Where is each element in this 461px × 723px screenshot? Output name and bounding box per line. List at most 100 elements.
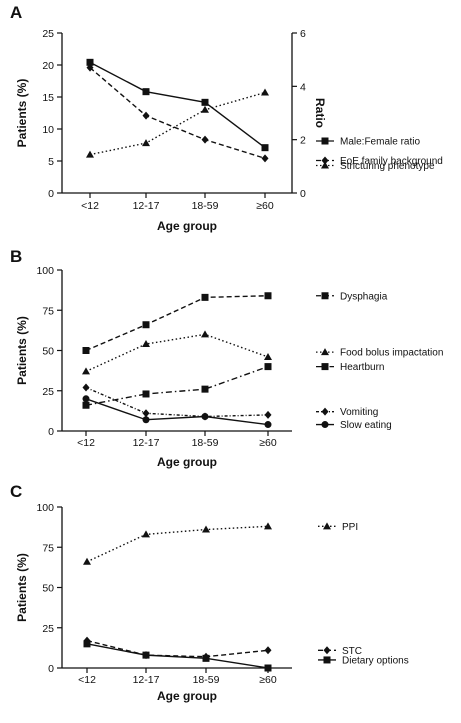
data-point bbox=[264, 421, 272, 429]
panel-letter: C bbox=[10, 482, 22, 501]
data-point bbox=[82, 401, 90, 409]
x-tick-label: <12 bbox=[78, 674, 96, 686]
data-point bbox=[261, 154, 269, 163]
x-tick-label: 12-17 bbox=[133, 674, 160, 686]
legend-item: Dietary options bbox=[318, 655, 409, 666]
data-point bbox=[142, 416, 150, 424]
series-stricturing-phenotype bbox=[86, 88, 269, 158]
chart-panel-a: A 0 5 10 15 20 25 0 2 4 6 Ratio <12 12-17 18-59 ≥60 Age … bbox=[10, 3, 443, 233]
data-point bbox=[142, 530, 150, 538]
series-ppi bbox=[83, 522, 272, 565]
y2-tick-label: 2 bbox=[300, 135, 306, 147]
legend-marker bbox=[321, 407, 329, 416]
data-point bbox=[264, 352, 272, 360]
series-dietary-options bbox=[83, 640, 272, 672]
legend-marker bbox=[323, 646, 331, 655]
legend-item: STC bbox=[318, 646, 362, 657]
y-tick-label: 25 bbox=[42, 386, 54, 398]
legend-label: Slow eating bbox=[340, 420, 392, 431]
legend-item: Heartburn bbox=[316, 362, 384, 373]
y-tick-label: 0 bbox=[48, 663, 54, 675]
y-tick-label: 10 bbox=[42, 124, 54, 136]
x-tick-label: ≥60 bbox=[259, 674, 277, 686]
data-point bbox=[86, 58, 94, 66]
data-point bbox=[202, 525, 210, 533]
data-point bbox=[82, 347, 90, 354]
legend-marker bbox=[321, 421, 329, 429]
y-tick-label: 0 bbox=[48, 188, 54, 200]
legend-item: Vomiting bbox=[316, 407, 378, 418]
panel-letter: B bbox=[10, 247, 22, 266]
legend-item: Stricturing phenotype bbox=[316, 161, 435, 172]
legend-label: Heartburn bbox=[340, 362, 384, 373]
series-line bbox=[85, 365, 269, 406]
chart-panel-b: B 0 25 50 75 100 <12 12-17 18-59 ≥60 Age group Pati… bbox=[10, 247, 443, 469]
panel-letter: A bbox=[10, 3, 22, 22]
data-point bbox=[142, 651, 150, 659]
x-tick-label: 12-17 bbox=[133, 437, 160, 449]
series-line bbox=[89, 67, 266, 160]
data-point bbox=[202, 654, 210, 662]
x-tick-label: <12 bbox=[77, 437, 95, 449]
y-tick-label: 50 bbox=[42, 583, 54, 595]
legend-label: PPI bbox=[342, 522, 358, 533]
legend-marker bbox=[321, 161, 329, 169]
data-point bbox=[83, 640, 91, 648]
legend-label: Stricturing phenotype bbox=[340, 161, 435, 172]
legend-label: Dysphagia bbox=[340, 291, 388, 302]
data-point bbox=[142, 390, 150, 398]
y-tick-label: 25 bbox=[42, 28, 54, 40]
legend-marker bbox=[321, 348, 329, 356]
y-tick-label: 50 bbox=[42, 346, 54, 358]
data-point bbox=[83, 557, 91, 565]
x-tick-label: 18-59 bbox=[193, 674, 220, 686]
y-tick-label: 75 bbox=[42, 542, 54, 554]
y-tick-label: 0 bbox=[48, 426, 54, 438]
y-axis-title: Patients (%) bbox=[15, 79, 29, 148]
x-tick-label: 12-17 bbox=[133, 200, 160, 212]
x-tick-label: ≥60 bbox=[256, 200, 274, 212]
data-point bbox=[201, 413, 209, 421]
x-tick-label: 18-59 bbox=[192, 200, 219, 212]
data-point bbox=[201, 105, 209, 113]
data-point bbox=[142, 409, 150, 418]
x-axis-title: Age group bbox=[157, 219, 217, 233]
data-point bbox=[201, 330, 209, 338]
legend-item: Slow eating bbox=[316, 420, 392, 431]
data-point bbox=[201, 385, 209, 393]
series-line bbox=[85, 398, 269, 426]
data-point bbox=[264, 410, 272, 419]
y2-axis-title: Ratio bbox=[313, 98, 327, 128]
y2-tick-label: 4 bbox=[300, 81, 306, 93]
legend-marker bbox=[321, 363, 329, 371]
data-point bbox=[264, 363, 272, 371]
x-axis-title: Age group bbox=[157, 455, 217, 469]
y-axis-title: Patients (%) bbox=[15, 553, 29, 622]
y-axis-title: Patients (%) bbox=[15, 316, 29, 385]
series-line bbox=[86, 639, 269, 658]
series-vomiting bbox=[82, 383, 272, 421]
data-point bbox=[142, 139, 150, 147]
data-point bbox=[142, 321, 150, 329]
series-dysphagia bbox=[82, 292, 272, 354]
x-tick-label: ≥60 bbox=[259, 437, 277, 449]
legend-label: STC bbox=[342, 646, 362, 657]
legend-label: Vomiting bbox=[340, 407, 378, 418]
legend-marker bbox=[321, 137, 329, 145]
data-point bbox=[264, 664, 272, 672]
data-point bbox=[201, 135, 209, 144]
series-line bbox=[85, 295, 269, 352]
series-slow-eating bbox=[82, 395, 272, 429]
series-line bbox=[85, 333, 269, 373]
series-line bbox=[86, 525, 269, 563]
data-point bbox=[201, 293, 209, 301]
x-tick-label: <12 bbox=[81, 200, 99, 212]
y2-tick-label: 6 bbox=[300, 28, 306, 40]
data-point bbox=[264, 522, 272, 530]
data-point bbox=[142, 111, 150, 120]
data-point bbox=[264, 646, 272, 655]
y2-tick-label: 0 bbox=[300, 188, 306, 200]
data-point bbox=[142, 340, 150, 348]
y-tick-label: 100 bbox=[36, 265, 54, 277]
